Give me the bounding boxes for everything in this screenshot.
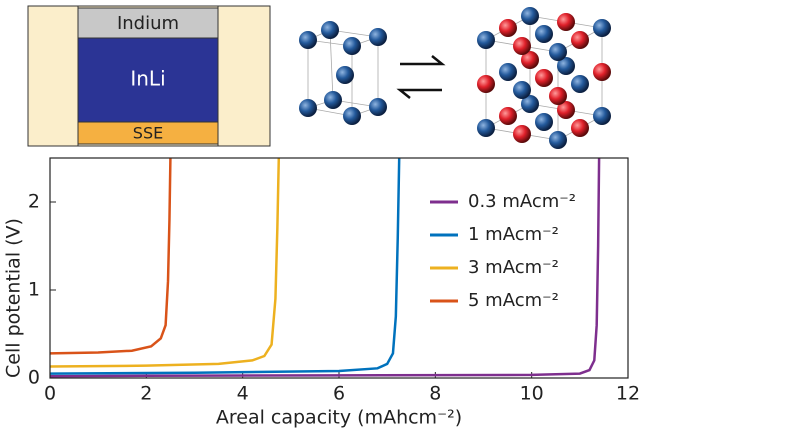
atom xyxy=(557,101,575,119)
equilibrium-arrows xyxy=(396,55,446,99)
inli-layer xyxy=(77,37,219,123)
y-tick-label: 2 xyxy=(28,191,40,213)
atom xyxy=(521,95,539,113)
legend-label: 1 mAcm⁻² xyxy=(468,224,559,245)
atom xyxy=(549,43,567,61)
atom xyxy=(499,107,517,125)
series-line xyxy=(49,157,281,368)
atom xyxy=(369,28,387,46)
atom xyxy=(521,7,539,25)
x-tick-label: 6 xyxy=(333,383,345,405)
indium-layer xyxy=(77,7,219,39)
atom xyxy=(513,125,531,143)
atom xyxy=(477,31,495,49)
atom xyxy=(477,75,495,93)
plot-frame xyxy=(49,157,629,379)
series-line xyxy=(49,157,401,375)
crystal-structures xyxy=(299,7,611,149)
x-tick-label: 12 xyxy=(616,383,640,405)
atom xyxy=(324,91,342,109)
sse-layer xyxy=(77,121,219,145)
atom xyxy=(336,66,354,84)
x-tick-label: 0 xyxy=(44,383,56,405)
y-tick-label: 1 xyxy=(28,279,40,301)
atom xyxy=(499,63,517,81)
cell-schematic: Indium InLi SSE xyxy=(27,5,271,147)
series-line xyxy=(49,157,601,378)
atom xyxy=(369,98,387,116)
atom xyxy=(499,19,517,37)
atom xyxy=(549,131,567,149)
atom xyxy=(477,119,495,137)
atom xyxy=(557,57,575,75)
legend-label: 0.3 mAcm⁻² xyxy=(468,191,576,212)
atom xyxy=(571,31,589,49)
x-tick-label: 10 xyxy=(520,383,544,405)
atom xyxy=(299,31,317,49)
legend-label: 5 mAcm⁻² xyxy=(468,290,559,311)
atom xyxy=(513,37,531,55)
atom xyxy=(521,51,539,69)
y-tick-label: 0 xyxy=(28,367,40,389)
x-tick-label: 4 xyxy=(237,383,249,405)
atom xyxy=(535,113,553,131)
atom xyxy=(557,13,575,31)
bond xyxy=(329,29,334,101)
series-line xyxy=(49,157,172,355)
atom xyxy=(593,107,611,125)
x-axis-label: Areal capacity (mAhcm⁻²) xyxy=(216,407,462,429)
y-axis-label: Cell potential (V) xyxy=(3,218,25,378)
atom xyxy=(343,37,361,55)
layer-label: Indium xyxy=(117,13,179,34)
atom xyxy=(549,87,567,105)
x-tick-label: 2 xyxy=(140,383,152,405)
atom xyxy=(321,21,339,39)
atom xyxy=(571,119,589,137)
atom xyxy=(513,81,531,99)
x-tick-label: 8 xyxy=(429,383,441,405)
atom xyxy=(535,69,553,87)
atom xyxy=(343,107,361,125)
layer-label: InLi xyxy=(130,67,165,91)
atom xyxy=(593,63,611,81)
atom xyxy=(593,19,611,37)
legend-label: 3 mAcm⁻² xyxy=(468,257,559,278)
atom xyxy=(571,75,589,93)
atom xyxy=(299,99,317,117)
atom xyxy=(535,25,553,43)
layer-label: SSE xyxy=(133,124,163,143)
